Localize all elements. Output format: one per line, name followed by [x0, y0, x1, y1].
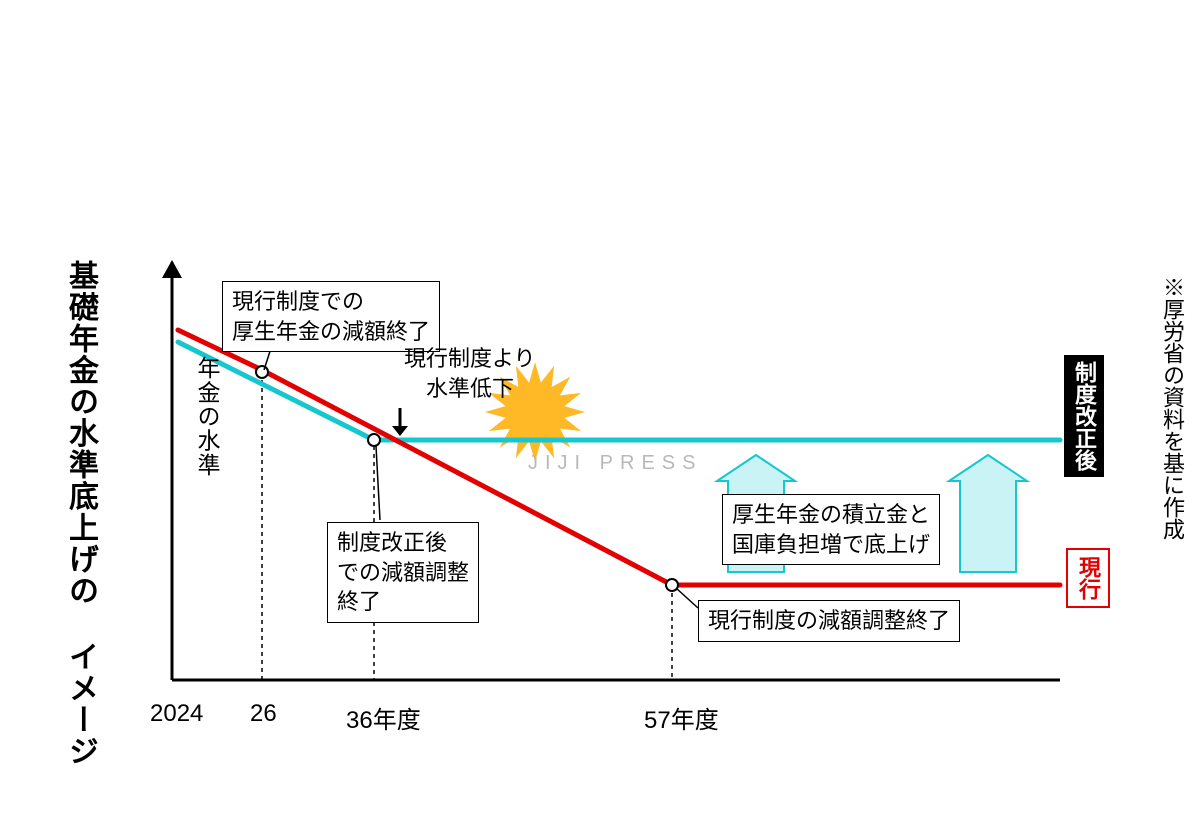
callout-c5: 現行制度の減額調整終了 [698, 600, 960, 642]
x-tick-label: 26 [250, 700, 277, 728]
chart-title: 基礎年金の水準底上げの イメージ [58, 260, 102, 767]
tag-current: 現行 [1066, 548, 1110, 608]
callout-c2: 現行制度より 水準低下 [404, 344, 536, 403]
callout-c1: 現行制度での 厚生年金の減額終了 [222, 281, 440, 352]
y-axis-label: 年金の水準 [190, 356, 224, 477]
callout-c4: 厚生年金の積立金と 国庫負担増で底上げ [722, 494, 940, 565]
chart-stage: 基礎年金の水準底上げの イメージ 年金の水準 ※厚労省の資料を基に作成 JIJI… [0, 0, 1200, 840]
x-tick-label: 2024 [150, 700, 203, 728]
credit-note: ※厚労省の資料を基に作成 [1156, 276, 1188, 540]
x-tick-label: 57年度 [644, 700, 719, 735]
x-tick-label: 36年度 [346, 700, 421, 735]
watermark: JIJI PRESS [528, 452, 702, 475]
tag-reform: 制度改正後 [1064, 355, 1104, 477]
callout-c3: 制度改正後 での減額調整 終了 [327, 522, 479, 623]
